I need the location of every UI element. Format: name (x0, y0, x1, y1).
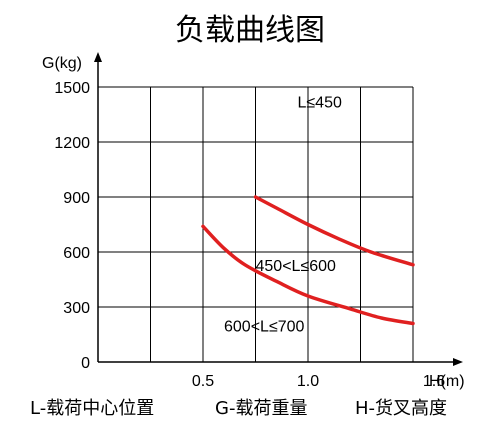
chart-series (201, 195, 415, 326)
x-tick-label: 1.0 (297, 373, 319, 390)
y-tick-label: 1200 (54, 135, 90, 152)
y-tick-label: 900 (63, 190, 90, 207)
load-curve-2 (201, 224, 415, 326)
x-axis-label: H(m) (429, 373, 465, 390)
y-tick-label: 0 (81, 355, 90, 372)
curve-annotation: 600<L≤700 (224, 318, 305, 335)
y-axis-arrow (94, 52, 102, 62)
chart-legend: L-载荷中心位置 G-载荷重量 H-货叉高度 (30, 398, 447, 419)
legend-entry: L-载荷中心位置 (30, 398, 154, 419)
chart-axes (94, 52, 463, 366)
chart-title: 负载曲线图 (175, 13, 325, 48)
chart-annotations: L≤450 450<L≤600 600<L≤700 (224, 95, 342, 336)
curve-annotation: 450<L≤600 (256, 258, 337, 275)
legend-entry: G-载荷重量 (215, 398, 307, 419)
y-tick-label: 300 (63, 300, 90, 317)
x-tick-label: 1.6 (423, 373, 445, 390)
x-tick-label: 0.5 (192, 373, 214, 390)
y-axis-label: G(kg) (42, 55, 82, 72)
legend-entry: H-货叉高度 (355, 398, 447, 419)
chart-ticks: 0 300 600 900 1200 1500 0.5 1.0 1.6 (54, 80, 445, 390)
y-tick-label: 600 (63, 245, 90, 262)
x-axis-arrow (453, 358, 463, 366)
curve-annotation: L≤450 (298, 95, 342, 112)
load-curve-1 (253, 195, 415, 267)
y-tick-label: 1500 (54, 80, 90, 97)
